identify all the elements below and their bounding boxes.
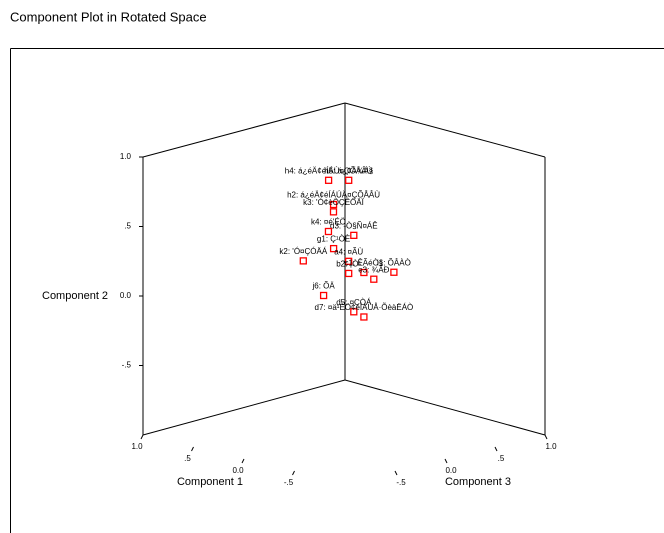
point [350,308,358,316]
z-tick-label: -.5 [396,478,406,487]
point [350,231,358,240]
chart-title: Component Plot in Rotated Space [10,9,207,24]
z-tick [444,458,448,464]
point [319,291,328,300]
point [329,208,338,216]
point-label: b2: ¡Ò¹ [336,260,361,269]
z-tick [544,434,548,440]
point-label: g1: Ç¹ÒÈ [317,235,350,244]
point [390,268,398,276]
cube-edge [142,102,346,158]
point-label: k3: 'Ó¢èÖÇÊÖÄÏ [303,198,364,207]
point [324,227,333,236]
point [329,244,338,253]
cube-edge [344,379,546,436]
point [324,176,333,184]
y-tick-label: .5 [124,222,131,231]
point [370,275,378,283]
point-label: h2: á¿éÄ¢éÍÁÚÄ¤ÇÕÅÂÙ [287,191,380,200]
y-tick-label: -.5 [122,361,132,370]
point [299,257,307,265]
x-tick [191,446,194,452]
point-label: k2: 'Ó¤ÇÓÄÁ [279,247,327,256]
x-tick-label: 0.0 [232,466,244,475]
point-label: e3: ¾ÃÐ [358,265,389,274]
point [360,268,368,277]
x-tick-label: 1.0 [131,442,143,451]
point-label: d5: ¤ÇÒÁ [336,298,372,307]
y-axis-label: Component 2 [42,290,108,302]
point-label: h4: á¿éÄ¢éÍÁÙ¤ÇÕÅÂÙ [285,166,373,175]
point-label: d3: ¹Ò§Ñ¤ÁÊ [330,221,378,230]
x-tick-label: .5 [184,454,191,463]
point [345,176,353,184]
cube-edge [142,379,346,436]
x-tick-label: -.5 [284,478,294,487]
point-label: d7: ¤ä¹ÉÖ¢éÍÁÙÅ·ÕèàËÁÒ [315,303,414,312]
point-label: c1: ÊÃéÒ§ [345,259,384,268]
z-tick [394,470,398,476]
cube-edge [344,102,546,158]
point [345,269,353,278]
point-label: h5: á¿¢Ä¾Á§ [324,166,373,175]
point [344,257,353,265]
cube [142,102,546,436]
point-label: i1: ÕÂÀÒ [377,258,411,267]
point [329,200,338,209]
x-tick [292,470,295,476]
z-tick-label: 1.0 [545,442,557,451]
point [360,313,368,321]
x-tick [140,434,144,440]
z-tick-label: .5 [498,454,505,463]
z-tick-label: 0.0 [445,466,457,475]
point-label: a4: ¤ÃÙ [334,247,363,256]
point-label: k4: ¤é'ÉÖ [311,218,346,227]
y-tick-label: 0.0 [120,291,132,300]
y-tick-label: 1.0 [120,152,132,161]
x-tick [241,458,245,464]
point-label: j6: ÕÄ [311,282,335,291]
z-axis-label: Component 3 [445,476,511,488]
z-tick [494,446,498,452]
x-axis-label: Component 1 [177,476,243,488]
